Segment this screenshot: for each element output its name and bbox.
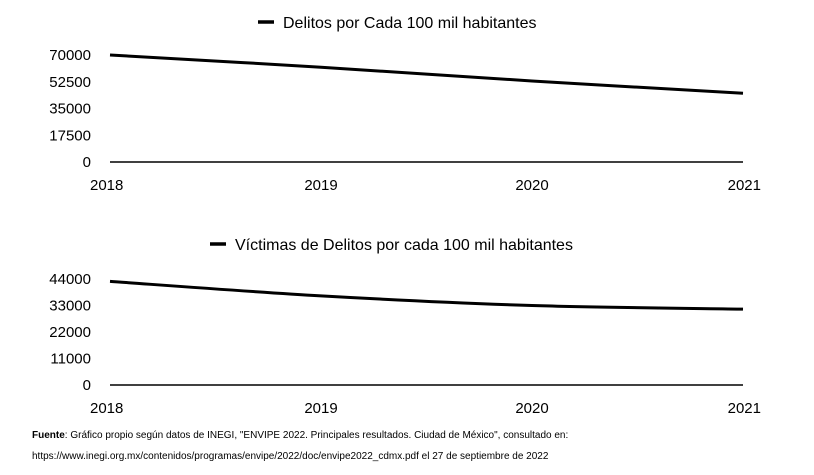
chart-2-series-line bbox=[109, 279, 744, 311]
chart-1-xtick-label: 2020 bbox=[515, 177, 548, 194]
chart-1-ytick-label: 35000 bbox=[49, 101, 91, 118]
chart-1-legend-label: Delitos por Cada 100 mil habitantes bbox=[283, 15, 536, 32]
chart-2-ytick-label: 0 bbox=[83, 377, 91, 394]
chart-1-ytick-label: 0 bbox=[83, 154, 91, 171]
chart-1-ytick-label: 52500 bbox=[49, 74, 91, 91]
chart-2-xtick-label: 2018 bbox=[90, 400, 123, 417]
chart-1-xtick-label: 2021 bbox=[728, 177, 761, 194]
source-text: : Gráfico propio según datos de INEGI, "… bbox=[32, 430, 569, 462]
chart-2-xtick-label: 2019 bbox=[304, 400, 337, 417]
chart-1-series-line bbox=[109, 53, 744, 95]
chart-2-ytick-label: 33000 bbox=[49, 298, 91, 315]
chart-1-ytick-label: 17500 bbox=[49, 127, 91, 144]
chart-2-ytick-label: 11000 bbox=[50, 351, 91, 368]
chart-2-ytick-label: 44000 bbox=[49, 271, 91, 288]
source-label: Fuente bbox=[32, 430, 65, 441]
chart-1-ytick-label: 70000 bbox=[49, 47, 91, 64]
chart-1-xtick-label: 2019 bbox=[304, 177, 337, 194]
chart-1-xtick-label: 2018 bbox=[90, 177, 123, 194]
chart-2-ytick-label: 22000 bbox=[49, 324, 91, 341]
chart-2-xtick-label: 2021 bbox=[728, 400, 761, 417]
charts-canvas: Delitos por Cada 100 mil habitantes 0 1750… bbox=[49, 15, 761, 417]
source-note: Fuente: Gráfico propio según datos de IN… bbox=[32, 425, 807, 467]
chart-2-xtick-label: 2020 bbox=[515, 400, 548, 417]
chart-2-legend-label: Víctimas de Delitos por cada 100 mil hab… bbox=[235, 237, 573, 254]
